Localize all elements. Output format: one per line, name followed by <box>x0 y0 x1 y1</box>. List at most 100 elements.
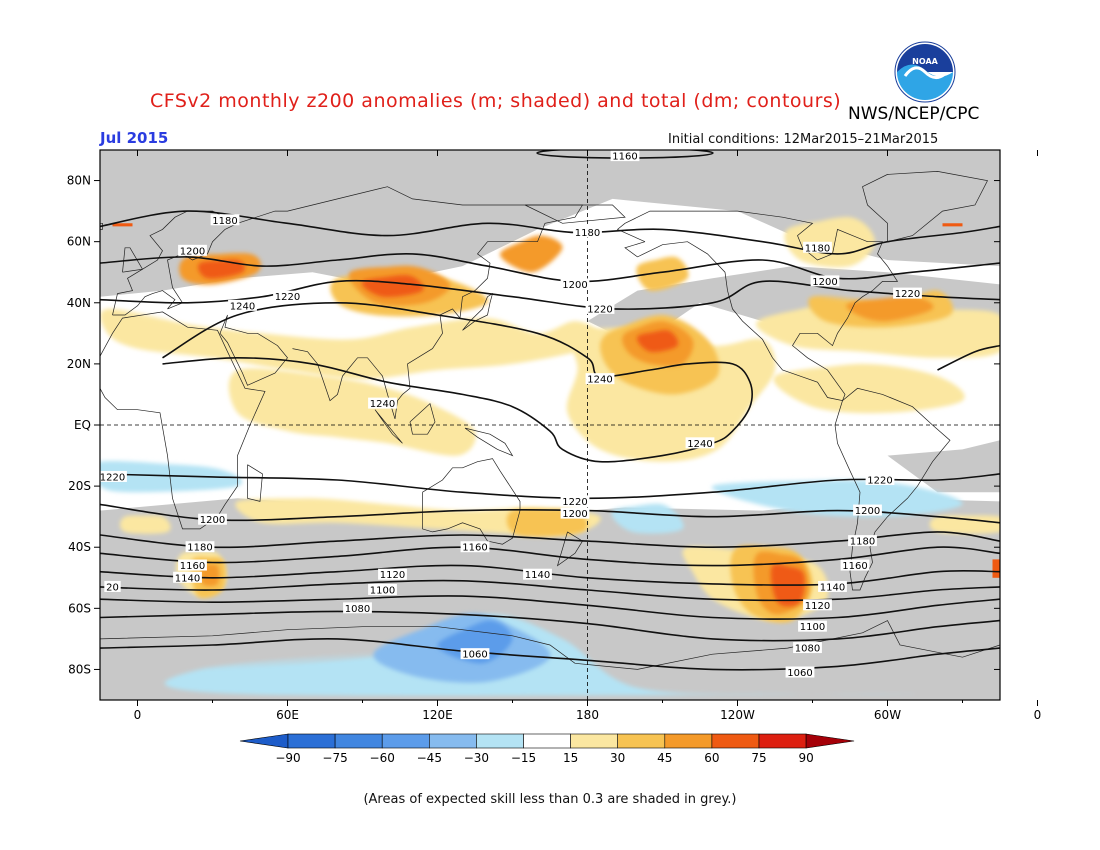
lon-label-6: 0 <box>1034 708 1042 722</box>
lat-label-EQ: EQ <box>74 418 91 432</box>
contour-label-bg <box>178 559 207 571</box>
legend-label-0: −90 <box>275 751 300 765</box>
contour-label-bg <box>560 507 590 519</box>
coastline-2 <box>247 464 263 502</box>
legend-swatch-7 <box>617 733 666 749</box>
contour-label-3: 1180 <box>805 243 830 254</box>
contour-label-bg <box>378 568 407 580</box>
contour-label-16: 1220 <box>562 497 587 508</box>
legend-label-2: −60 <box>370 751 395 765</box>
contour-label-bg <box>573 226 602 238</box>
contour-label-bg <box>100 470 127 482</box>
lon-label-3: 180 <box>576 708 599 722</box>
contour-label-bg <box>893 287 922 299</box>
color-legend: −90 −75 −60 −45 −30 −15 15 30 45 60 75 90 <box>239 733 855 765</box>
agency-label: NWS/NCEP/CPC <box>848 104 980 124</box>
contour-label-12: 1240 <box>370 399 395 410</box>
legend-right-arrow <box>805 733 855 749</box>
contour-label-29: 1120 <box>805 601 830 612</box>
legend-swatch-10 <box>758 733 807 749</box>
coastline-17 <box>524 204 626 224</box>
contour-label-11: 1240 <box>587 375 612 386</box>
contour-1120-south <box>100 579 1000 602</box>
legend-swatch-1 <box>334 733 383 749</box>
coastline-7 <box>374 409 403 444</box>
lat-label-20N: 20N <box>67 357 91 371</box>
grey-s-atlantic <box>887 440 1000 493</box>
legend-swatch-4 <box>476 733 524 749</box>
contour-label-bg <box>803 241 832 253</box>
contour-1080-south <box>100 610 1000 642</box>
contour-label-bg <box>198 513 227 525</box>
legend-label-5: −15 <box>511 751 536 765</box>
anom-60-75-asia <box>361 275 424 298</box>
anom-45-60-atlantic <box>846 296 934 322</box>
contour-label-8: 1220 <box>587 304 612 315</box>
lon-label-0: 0 <box>134 708 142 722</box>
contour-label-15: 1220 <box>867 476 892 487</box>
contour-label-10: 1240 <box>230 301 255 312</box>
legend-label-6: 15 <box>563 751 578 765</box>
contour-label-bg <box>560 495 590 507</box>
contour-label-18: 1200 <box>200 515 225 526</box>
contour-1060-south <box>100 637 1000 671</box>
lat-label-60S: 60S <box>68 601 91 615</box>
chart-title: CFSv2 monthly z200 anomalies (m; shaded)… <box>150 90 842 112</box>
contour-label-17: 1200 <box>562 509 587 520</box>
coastline-10 <box>556 531 583 567</box>
legend-label-4: −30 <box>464 751 489 765</box>
contour-label-22: 1160 <box>462 543 487 554</box>
contour-label-9: 1220 <box>895 289 920 300</box>
contour-label-19: 1200 <box>855 506 880 517</box>
mark-red-2 <box>942 223 963 227</box>
coastline-13 <box>862 171 989 243</box>
contour-label-33: 1080 <box>795 644 820 655</box>
contour-label-13: 1240 <box>687 439 712 450</box>
contour-label-20: 1180 <box>187 543 212 554</box>
contour-label-14: 1220 <box>100 472 125 483</box>
legend-label-7: 30 <box>610 751 625 765</box>
legend-label-10: 75 <box>751 751 766 765</box>
contour-label-bg <box>560 278 590 290</box>
initial-conditions: Initial conditions: 12Mar2015–21Mar2015 <box>668 132 939 147</box>
coastline-3 <box>219 314 288 386</box>
noaa-logo-icon: NOAA <box>894 41 956 103</box>
legend-label-1: −75 <box>322 751 347 765</box>
contour-1140-south <box>100 564 1000 586</box>
contour-label-30: 1100 <box>370 586 395 597</box>
contour-label-36: 20 <box>106 582 119 593</box>
coastline-11 <box>616 210 899 402</box>
contour-label-25: 1140 <box>175 573 200 584</box>
contour-label-bg <box>210 214 240 226</box>
lon-label-2: 120E <box>422 708 453 722</box>
contour-1220-north <box>100 279 1000 310</box>
contour-label-bg <box>810 275 840 287</box>
contour-1240-east <box>937 344 1000 371</box>
grey-arctic <box>100 150 1000 297</box>
legend-labels: −90 −75 −60 −45 −30 −15 15 30 45 60 75 90 <box>275 751 813 765</box>
contour-1160-south <box>100 546 1000 567</box>
skill-footnote: (Areas of expected skill less than 0.3 a… <box>363 792 737 807</box>
anom-60-75-europe <box>198 259 246 279</box>
contour-label-2: 1180 <box>575 228 600 239</box>
legend-label-9: 60 <box>704 751 719 765</box>
anomaly-shading <box>100 150 1000 700</box>
contour-label-35: 1060 <box>787 668 812 679</box>
coastlines <box>100 171 1000 670</box>
legend-label-11: 90 <box>798 751 813 765</box>
contour-label-bg <box>368 584 397 595</box>
contour-label-28: 1120 <box>380 570 405 581</box>
legend-swatch-2 <box>381 733 430 749</box>
contour-label-bg <box>785 666 815 678</box>
contour-label-0: 1160 <box>612 152 637 163</box>
contour-label-23: 1160 <box>180 561 205 572</box>
valid-month: Jul 2015 <box>100 129 169 147</box>
anom-neg15-30-sw-pacific <box>611 503 684 534</box>
reference-lines <box>100 150 1000 700</box>
contour-label-bg <box>368 397 397 409</box>
contour-label-bg <box>818 580 847 592</box>
contour-label-bg <box>793 642 822 654</box>
contour-label-32: 1080 <box>345 604 370 615</box>
